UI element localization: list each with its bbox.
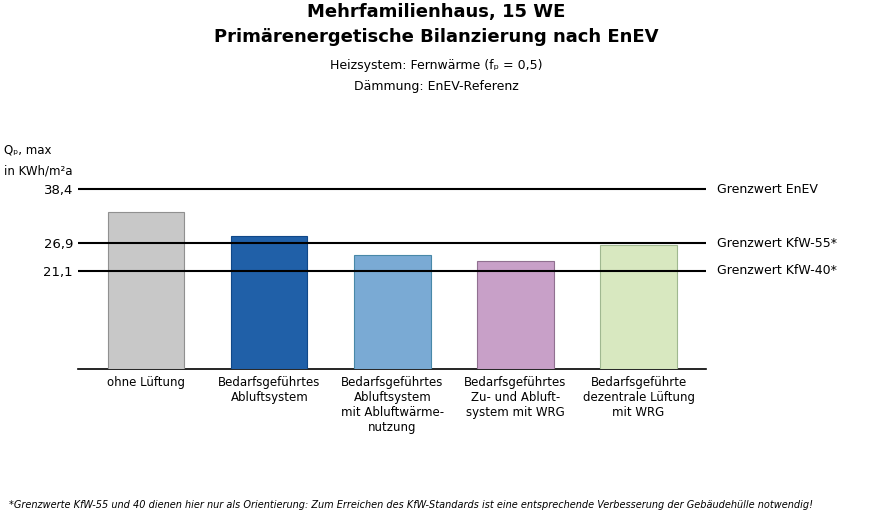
Text: Primärenergetische Bilanzierung nach EnEV: Primärenergetische Bilanzierung nach EnE… xyxy=(214,28,658,46)
Text: *Grenzwerte KfW-55 und 40 dienen hier nur als Orientierung: Zum Erreichen des Kf: *Grenzwerte KfW-55 und 40 dienen hier nu… xyxy=(9,501,813,510)
Text: in KWh/m²a: in KWh/m²a xyxy=(4,164,73,177)
Bar xyxy=(354,254,431,369)
Bar xyxy=(477,261,554,369)
Text: Grenzwert EnEV: Grenzwert EnEV xyxy=(717,183,818,196)
Text: Dämmung: EnEV-Referenz: Dämmung: EnEV-Referenz xyxy=(354,80,518,92)
Text: Grenzwert KfW-40*: Grenzwert KfW-40* xyxy=(717,264,836,277)
Text: Mehrfamilienhaus, 15 WE: Mehrfamilienhaus, 15 WE xyxy=(307,3,565,21)
Bar xyxy=(108,212,184,369)
Text: Heizsystem: Fernwärme (fₚ = 0,5): Heizsystem: Fernwärme (fₚ = 0,5) xyxy=(330,59,542,72)
Bar xyxy=(601,245,677,369)
Bar xyxy=(231,236,308,369)
Text: Qₚ, max: Qₚ, max xyxy=(4,144,51,156)
Text: Grenzwert KfW-55*: Grenzwert KfW-55* xyxy=(717,237,837,250)
